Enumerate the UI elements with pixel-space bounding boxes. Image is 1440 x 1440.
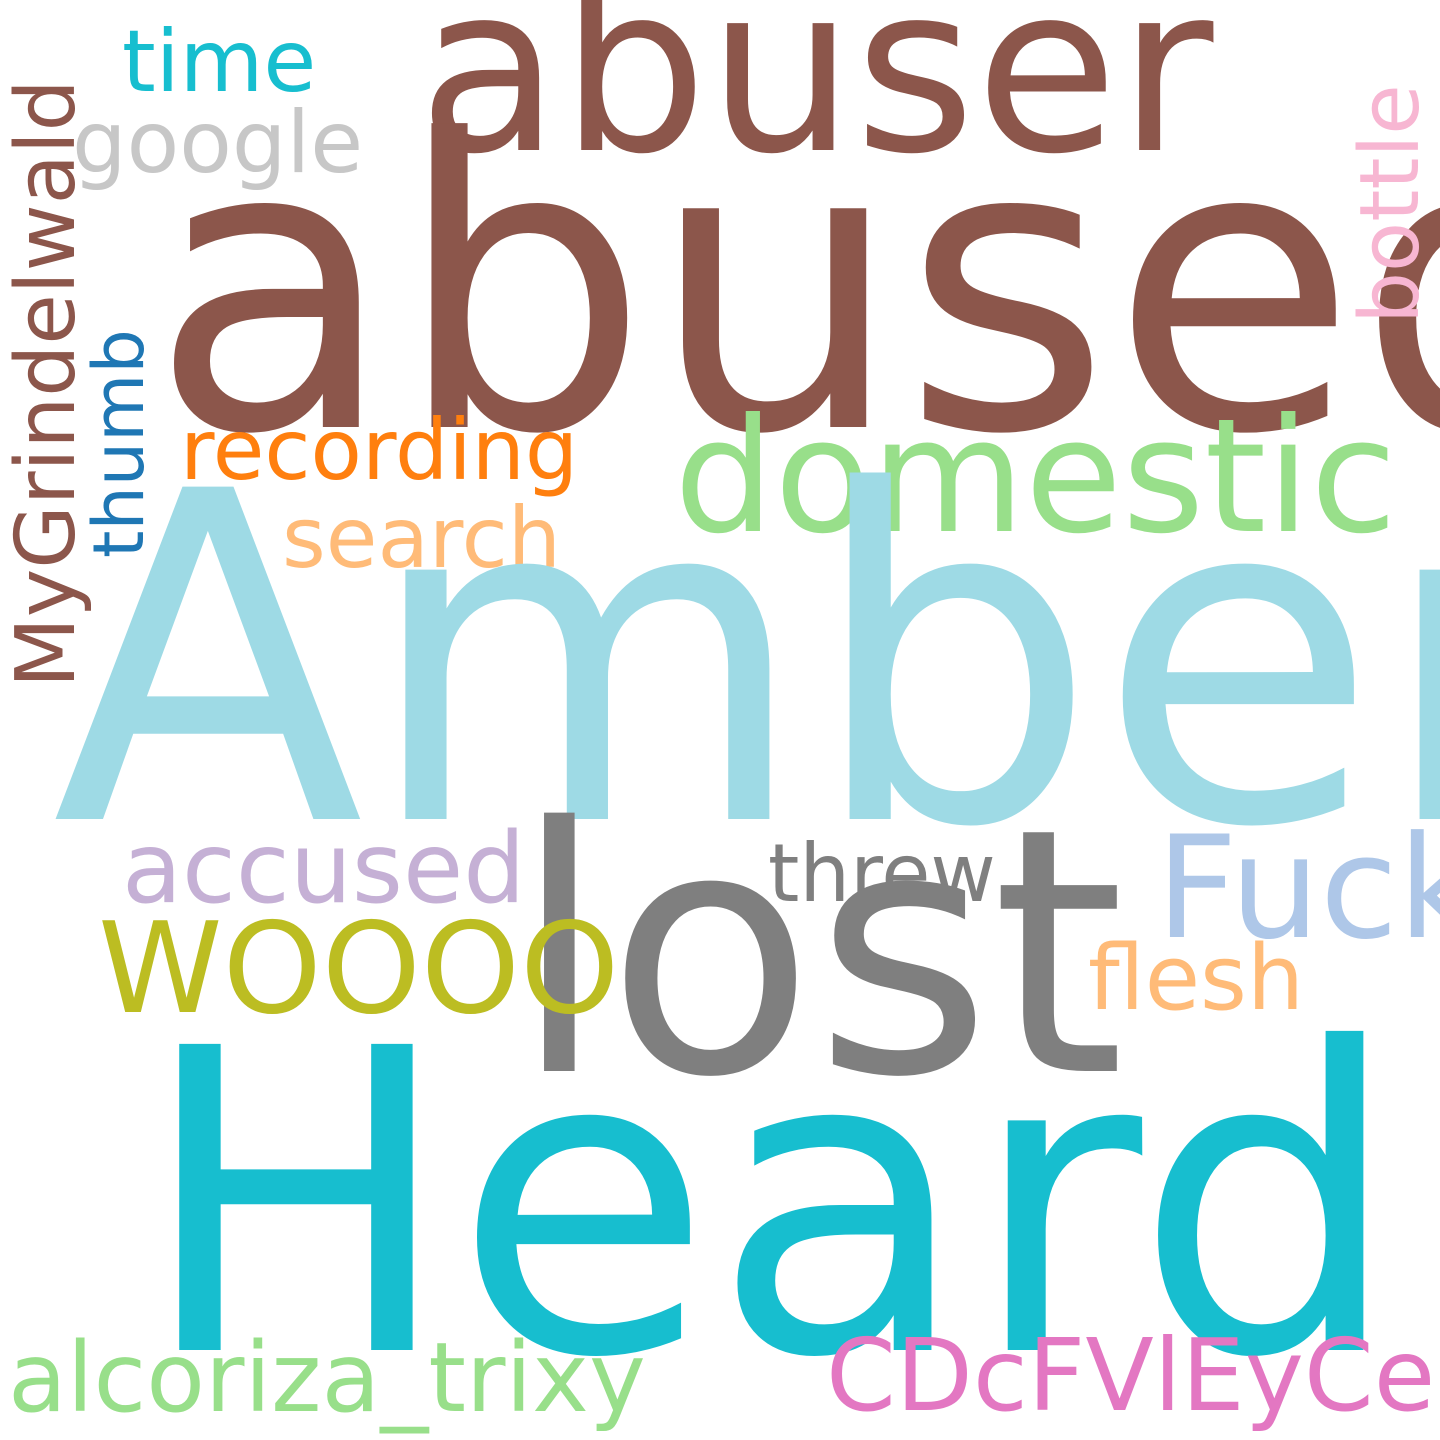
word-flesh: flesh xyxy=(1088,926,1304,1031)
word-abused: abused xyxy=(150,57,1440,522)
word-fuck: Fuck xyxy=(1156,806,1440,971)
word-threw: threw xyxy=(768,827,996,920)
word-woooo: WOOOO xyxy=(98,895,620,1042)
word-bottle: bottle xyxy=(1343,84,1438,324)
word-google: google xyxy=(72,93,364,193)
word-domestic: domestic xyxy=(674,385,1398,569)
word-accused: accused xyxy=(122,812,526,926)
word-cdcfvleyce: CDcFVlEyCe xyxy=(826,1317,1436,1434)
word-search: search xyxy=(282,489,562,587)
word-time: time xyxy=(122,12,317,112)
word-amber: Amber xyxy=(52,396,1440,927)
word-recording: recording xyxy=(180,401,579,499)
word-abuser: abuser xyxy=(418,0,1214,205)
word-lost: lost xyxy=(512,756,1125,1152)
word-heard: Heard xyxy=(138,961,1402,1440)
word-alcoriza-trixy: alcoriza_trixy xyxy=(8,1322,646,1434)
